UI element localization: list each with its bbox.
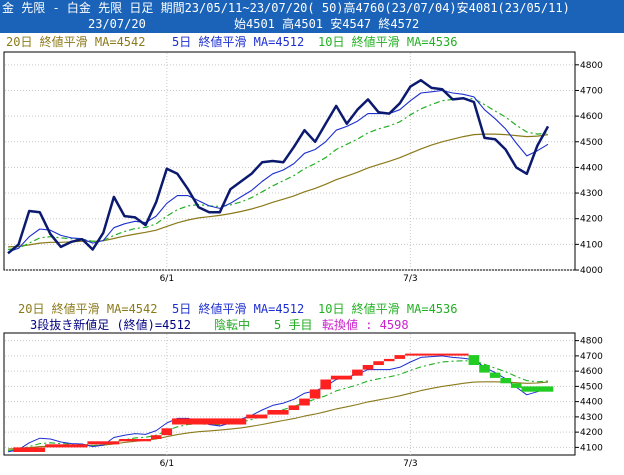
kagi-up-block (383, 358, 395, 362)
lower-plot-frame (3, 332, 576, 456)
x-tick-label: 7/3 (403, 459, 417, 469)
upper-series (7, 78, 550, 255)
y-tick-label: 4400 (580, 163, 603, 173)
kagi-up-block (172, 418, 247, 425)
kagi-down-block (468, 355, 480, 365)
kagi-up-block (352, 369, 363, 376)
upper-panel: 4000 4100 4200 4300 4400 4500 4600 4700 4800 6/1… (3, 34, 603, 284)
y-tick-label: 4700 (580, 352, 603, 362)
upper-plot-frame (3, 51, 576, 271)
lower-x-ticks: 6/1 7/3 (160, 459, 418, 469)
x-tick-label: 6/1 (160, 459, 174, 469)
close-line (7, 78, 550, 255)
kagi-info: 3段抜き新値足 (終値)=4512 (30, 317, 191, 332)
kagi-up-block (394, 355, 406, 359)
ma5-line-lower (7, 355, 549, 453)
legend-ma20: 20日 終値平滑 MA=4542 (6, 34, 145, 49)
kagi-down-block (500, 378, 511, 384)
y-tick-label: 4300 (580, 413, 603, 423)
x-tick-label: 6/1 (160, 274, 174, 284)
chart-title: 金 先限 - 白金 先限 日足 期間23/05/11~23/07/20( 50)… (2, 1, 570, 15)
legend-ma20-lower: 20日 終値平滑 MA=4542 (18, 301, 157, 316)
kagi-up-block (309, 389, 321, 399)
kagi-count: 5 手目 (274, 318, 312, 332)
kagi-up-block (288, 405, 300, 410)
kagi-up-block (330, 375, 353, 380)
legend-ma10-lower: 10日 終値平滑 MA=4536 (318, 301, 457, 316)
chart-title-bar: 金 先限 - 白金 先限 日足 期間23/05/11~23/07/20( 50)… (0, 0, 624, 17)
legend-ma5-lower: 5日 終値平滑 MA=4512 (172, 301, 304, 316)
kagi-up-block (150, 435, 162, 439)
lower-y-ticks: 4100 4200 4300 4400 4500 4600 4700 4800 (575, 337, 603, 453)
kagi-up-block (362, 365, 374, 370)
kagi-down-block (521, 386, 554, 392)
kagi-blocks (13, 353, 554, 452)
y-tick-label: 4500 (580, 382, 603, 392)
y-tick-label: 4500 (580, 138, 603, 148)
y-tick-label: 4800 (580, 337, 603, 347)
y-tick-label: 4400 (580, 398, 603, 408)
kagi-reversal: 転換値 : 4598 (322, 317, 409, 332)
y-tick-label: 4600 (580, 367, 603, 377)
y-tick-label: 4300 (580, 189, 603, 199)
kagi-down-block (510, 383, 522, 388)
y-tick-label: 4700 (580, 86, 603, 96)
kagi-up-block (267, 410, 289, 415)
kagi-up-block (405, 353, 469, 356)
y-tick-label: 4600 (580, 112, 603, 122)
upper-x-ticks: 6/1 7/3 (160, 274, 418, 284)
kagi-down-block (489, 372, 501, 378)
kagi-up-block (320, 379, 331, 390)
current-date: 23/07/20 (88, 17, 146, 31)
upper-y-ticks: 4000 4100 4200 4300 4400 4500 4600 4700 4800 (575, 61, 603, 276)
kagi-down-block (479, 365, 490, 373)
x-tick-label: 7/3 (403, 274, 417, 284)
ohlc-bar: 23/07/20 始4501 高4501 安4547 終4572 (0, 16, 624, 33)
kagi-up-block (119, 439, 151, 442)
y-tick-label: 4100 (580, 240, 603, 250)
y-tick-label: 4100 (580, 443, 603, 453)
kagi-up-block (373, 361, 384, 365)
legend-ma10: 10日 終値平滑 MA=4536 (318, 34, 457, 49)
y-tick-label: 4000 (580, 266, 603, 276)
kagi-up-block (161, 428, 173, 436)
legend-ma5: 5日 終値平滑 MA=4512 (172, 34, 304, 49)
kagi-up-block (13, 447, 46, 452)
kagi-state: 陰転中 (214, 317, 250, 332)
y-tick-label: 4800 (580, 61, 603, 71)
kagi-up-block (299, 398, 310, 406)
y-tick-label: 4200 (580, 428, 603, 438)
y-tick-label: 4200 (580, 215, 603, 225)
ohlc-values: 始4501 高4501 安4547 終4572 (234, 17, 420, 31)
kagi-up-block (45, 444, 88, 448)
kagi-up-block (246, 414, 268, 419)
kagi-up-block (87, 441, 120, 445)
